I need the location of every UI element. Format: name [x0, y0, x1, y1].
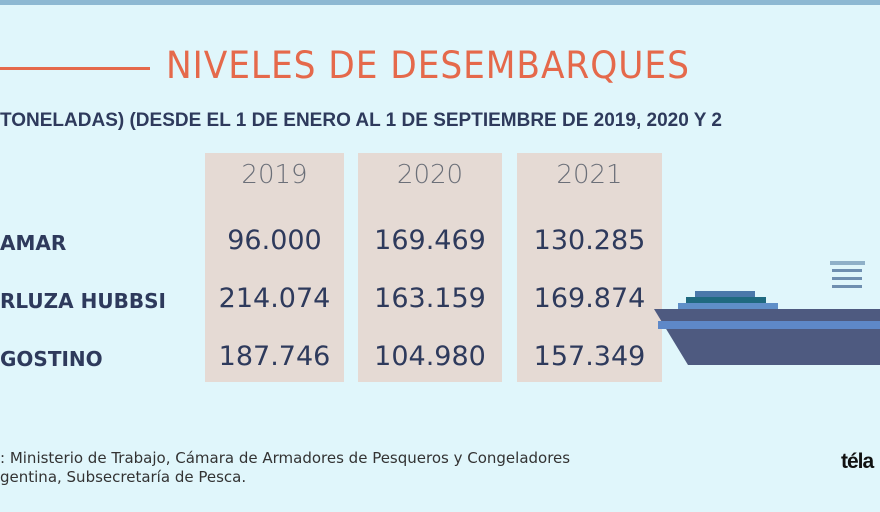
column-2021: [517, 153, 662, 382]
source-note: : Ministerio de Trabajo, Cámara de Armad…: [0, 449, 570, 487]
column-header: 2021: [556, 160, 623, 190]
page-title: NIVELES DE DESEMBARQUES: [166, 44, 690, 87]
row-label: AMAR: [0, 231, 67, 255]
table-cell: 187.746: [218, 341, 331, 372]
table-cell: 214.074: [218, 283, 331, 314]
column-2019: [205, 153, 344, 382]
table-cell: 163.159: [374, 283, 486, 314]
table-cell: 104.980: [374, 341, 486, 372]
row-label: RLUZA HUBBSI: [0, 289, 166, 313]
row-label: GOSTINO: [0, 347, 103, 371]
table-cell: 169.874: [533, 283, 646, 314]
title-decoration-line: [0, 67, 150, 70]
ship-illustration: [654, 261, 880, 365]
subtitle: TONELADAS) (DESDE EL 1 DE ENERO AL 1 DE …: [0, 110, 722, 131]
telam-logo: téla: [841, 450, 874, 473]
column-2020: [358, 153, 502, 382]
table-cell: 157.349: [533, 341, 646, 372]
table-cell: 96.000: [227, 225, 322, 256]
table-cell: 130.285: [533, 225, 646, 256]
top-bar: [0, 0, 880, 5]
source-line: : Ministerio de Trabajo, Cámara de Armad…: [0, 449, 571, 467]
column-header: 2019: [241, 160, 308, 190]
source-line: gentina, Subsecretaría de Pesca.: [0, 468, 247, 486]
column-header: 2020: [396, 160, 464, 190]
table-cell: 169.469: [374, 225, 486, 256]
